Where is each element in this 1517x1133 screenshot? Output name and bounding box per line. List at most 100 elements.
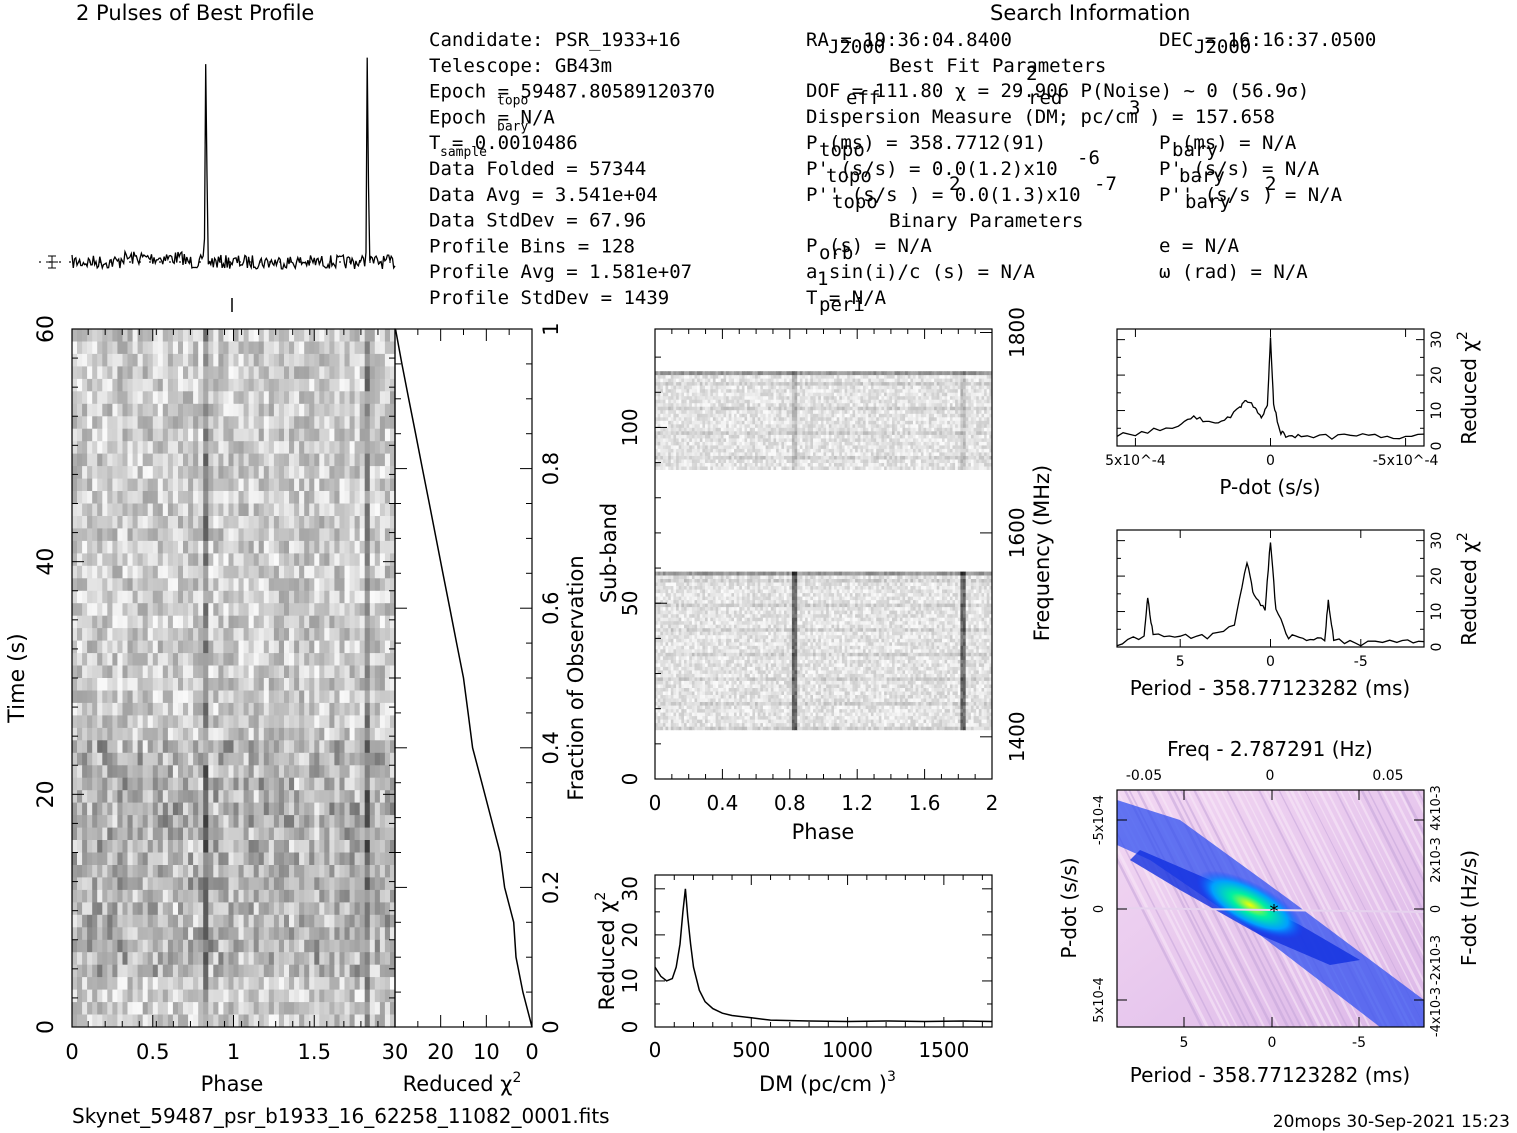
svg-text:2: 2	[1026, 63, 1037, 85]
tick-label: 2	[986, 791, 999, 815]
chi2-fraction-axes: 30 20 10 00 0.2 0.4 0.6 0.8 1	[382, 322, 563, 1064]
info-left-line: Data Avg = 3.541e+04	[429, 184, 658, 206]
tick-label: -4x10-3	[1429, 987, 1444, 1037]
tick-label: 60	[34, 315, 59, 343]
tick-label: 10	[473, 1040, 500, 1064]
info-mid-line: Best Fit Parameters	[889, 55, 1106, 77]
profile-errorbar	[46, 255, 58, 269]
tick-label: 5x10^-4	[1105, 453, 1166, 469]
time-phase-xlabel: Phase	[201, 1072, 264, 1096]
tick-label: 5x10-4	[1092, 977, 1107, 1022]
tick-label: 0	[525, 1040, 538, 1064]
tick-label: 10	[1429, 402, 1445, 420]
chi2-fraction-line	[394, 328, 533, 1028]
period-plot: 5 0 -5 0 10 20 30 Period - 358.77123282 (ms) R…	[1116, 529, 1481, 700]
best-fit-marker: *	[1270, 901, 1279, 922]
tick-label: 20	[1429, 366, 1445, 384]
tick-label: -5	[1352, 1035, 1366, 1051]
tick-label: -5x10-4	[1092, 795, 1107, 845]
time-phase-plot: 0 0.5 1 1.5 0 20 40 60 Phase Time (s)	[5, 315, 396, 1096]
chi2-fraction-plot: 30 20 10 00 0.2 0.4 0.6 0.8 1 Reduced χ2 Fractio…	[382, 322, 588, 1096]
tick-label: 500	[732, 1038, 770, 1062]
tick-label: 5	[1180, 1035, 1189, 1051]
tick-label: 0	[649, 791, 662, 815]
tick-label: 30	[382, 1040, 409, 1064]
dm-axes: 0 500 1000 1500 0 10 20 30	[618, 875, 992, 1062]
dm-xlabel: DM (pc/cm )	[759, 1072, 887, 1096]
info-left-line: Profile Avg = 1.581e+07	[429, 261, 692, 283]
tick-label: 20	[427, 1040, 454, 1064]
info-mid-line: Binary Parameters	[889, 210, 1083, 232]
time-phase-axes: 0 0.5 1 1.5 0 20 40 60	[34, 315, 396, 1064]
tick-label: 100	[618, 408, 642, 446]
tick-label: 30	[1429, 532, 1445, 550]
svg-text:topo: topo	[819, 139, 865, 161]
profile-line	[71, 57, 396, 271]
pdot-plot: 5x10^-4 0 -5x10^-4 0 10 20 30 P-dot (s/s) Redu…	[1105, 328, 1481, 499]
footer-stamp: 20mops 30-Sep-2021 15:23	[1273, 1112, 1510, 1132]
svg-text:bary: bary	[1179, 165, 1225, 187]
svg-text:red: red	[1028, 87, 1062, 109]
chi2-fraction-xlabel: Reduced χ2	[403, 1070, 522, 1096]
tick-label: 1.6	[909, 791, 941, 815]
tick-label: 1	[539, 322, 563, 335]
svg-text:bary: bary	[1185, 191, 1231, 213]
tick-label: 10	[1429, 603, 1445, 621]
dm-plot: 0 500 1000 1500 0 10 20 30 DM (pc/cm ) 3 Reduce…	[593, 874, 993, 1096]
tick-label: 1	[227, 1040, 240, 1064]
dm-ylabel: Reduced χ2	[593, 892, 619, 1011]
info-left: Candidate: PSR_1933+16 Telescope: GB43m Ep…	[429, 29, 715, 309]
tick-label: 1400	[1005, 711, 1029, 762]
info-mid-line: Dispersion Measure (DM; pc/cm ) = 157.65…	[806, 106, 1275, 128]
period-axes: 5 0 -5 0 10 20 30	[1117, 530, 1445, 670]
info-left-line: Data Folded = 57344	[429, 158, 646, 180]
info-left-line: Candidate: PSR_1933+16	[429, 29, 681, 51]
tick-label: 0.05	[1372, 768, 1403, 784]
info-right-line: P'' (s/s ) = N/A	[1159, 184, 1343, 206]
tick-label: 30	[618, 876, 642, 901]
dm-xlabel-exp: 3	[887, 1069, 896, 1085]
search-info-title: Search Information	[990, 1, 1190, 25]
period-pdot-plane: Freq - 2.787291 (Hz) * 5 0 -5 -0.05 0 0.05 -5x…	[1057, 737, 1481, 1087]
svg-text:-6: -6	[1077, 147, 1100, 169]
tick-label: 1.2	[841, 791, 873, 815]
tick-label: 0.8	[774, 791, 806, 815]
fdot-ylabel: F-dot (Hz/s)	[1457, 850, 1481, 966]
tick-label: 20	[1429, 567, 1445, 585]
info-left-line: T = 0.0010486sample	[429, 132, 578, 160]
period-line	[1116, 542, 1425, 647]
info-mid-line: P' (s/s) = 0.0(1.2)x10	[806, 158, 1058, 180]
tick-label: -0.05	[1126, 768, 1162, 784]
dm-line	[654, 888, 993, 1023]
info-right-line: ω (rad) = N/A	[1159, 261, 1308, 283]
info-left-line: Profile Bins = 128	[429, 235, 635, 257]
time-ylabel: Time (s)	[5, 633, 30, 723]
info-left-line: Epoch = 59487.80589120370topo	[429, 81, 715, 109]
info-mid-line: T = N/A	[806, 287, 887, 309]
tick-label: 1500	[918, 1038, 969, 1062]
tick-label: 1000	[822, 1038, 873, 1062]
ppdot-xlabel: Period - 358.77123282 (ms)	[1130, 1063, 1411, 1087]
tick-label: 0.6	[539, 591, 563, 624]
tick-label: 0	[1429, 905, 1444, 913]
period-ylabel: Reduced χ2	[1455, 532, 1481, 646]
dm-frame	[654, 874, 993, 1028]
subband-phase-plot: 0 0.4 0.8 1.2 1.6 2 0 50 100 1400 1600 1800 Phase S…	[597, 307, 1054, 844]
tick-label: 0	[649, 1038, 662, 1062]
subband-ylabel: Sub-band	[597, 503, 621, 603]
tick-label: 1600	[1005, 507, 1029, 558]
fraction-ylabel: Fraction of Observation	[564, 555, 588, 800]
info-right-line: e = N/A	[1159, 235, 1240, 257]
svg-text:orb: orb	[819, 242, 853, 264]
tick-label: 0.4	[706, 791, 738, 815]
tick-label: -5	[1354, 654, 1368, 670]
tick-label: 0	[1268, 1035, 1277, 1051]
info-left-line: Profile StdDev = 1439	[429, 287, 669, 309]
subband-axes: 0 0.4 0.8 1.2 1.6 2 0 50 100 1400 1600 1800	[618, 307, 1029, 815]
tick-label: 0	[1266, 654, 1275, 670]
tick-label: 0.5	[136, 1040, 169, 1064]
ppdot-colormap	[1117, 790, 1424, 1027]
